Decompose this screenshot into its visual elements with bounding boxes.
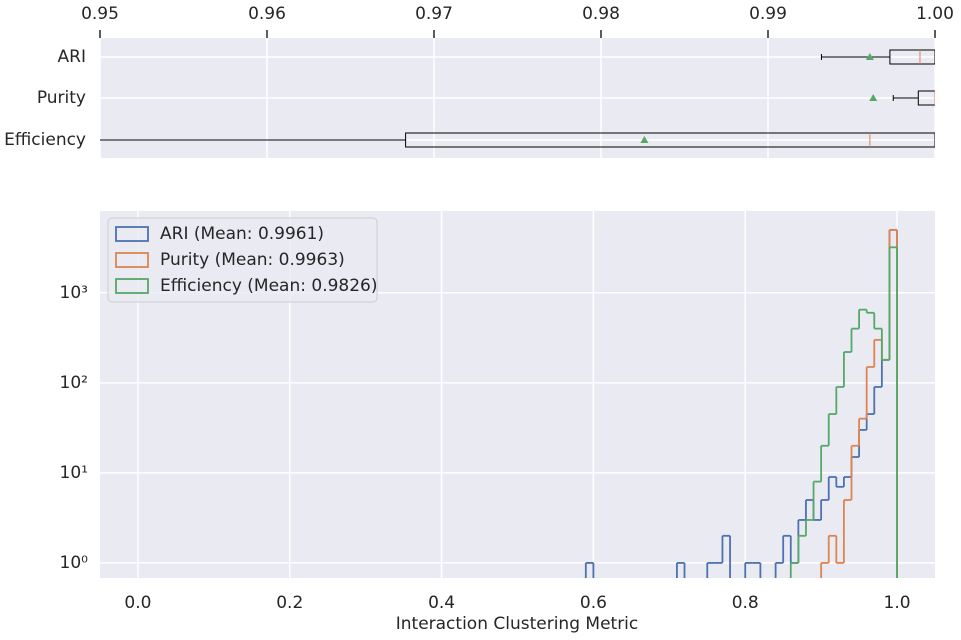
y-tick-label: Purity [37,88,86,108]
box [405,132,935,148]
legend-label: Efficiency (Mean: 0.9826) [160,276,378,296]
histograms [584,228,898,578]
y-tick-label: Efficiency [4,130,86,150]
x-tick-label: 0.96 [248,4,286,24]
mean-marker [869,94,878,101]
x-tick-label: 0.6 [580,593,607,613]
x-tick-label: 1.0 [884,593,911,613]
legend-frame [107,217,378,303]
y-tick-label: 10¹ [60,463,88,483]
boxes [100,49,935,148]
legend-swatch [115,226,149,242]
x-tick-label: 0.98 [582,4,620,24]
legend-swatch [115,252,149,268]
box [889,49,935,65]
x-axis-label: Interaction Clustering Metric [396,614,639,634]
y-tick-label: 10⁰ [60,553,89,573]
box-panel: 0.95 0.96 0.97 0.98 0.99 1.00 ARI Purity Efficie… [4,4,954,158]
x-tick-label: 0.97 [415,4,453,24]
x-tick-label: 0.0 [124,593,151,613]
x-tick-label: 0.99 [749,4,787,24]
y-tick-label: ARI [58,47,86,67]
x-tick-label: 1.00 [916,4,954,24]
x-tick-label: 0.95 [81,4,119,24]
x-tick-label: 0.4 [428,593,455,613]
y-tick-label: 10² [60,373,88,393]
x-tick-label: 0.2 [276,593,303,613]
legend-label: Purity (Mean: 0.9963) [160,250,345,270]
mean-marker [640,136,649,143]
y-tick-label: 10³ [60,283,88,303]
mean-marker [865,53,874,60]
hist-series [789,246,898,578]
hist-panel: 0.0 0.2 0.4 0.6 0.8 1.0 10⁰ 10¹ 10² 10³ ARI (Mean:… [60,211,935,613]
x-tick-label: 0.8 [732,593,759,613]
legend-swatch [115,278,149,294]
legend: ARI (Mean: 0.9961) Purity (Mean: 0.9963) E… [107,217,378,303]
legend-label: ARI (Mean: 0.9961) [160,224,324,244]
